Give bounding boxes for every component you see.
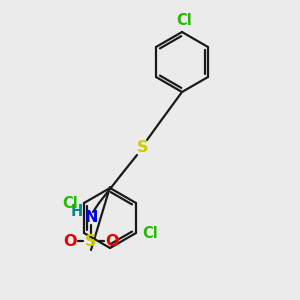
Text: Cl: Cl (62, 196, 78, 211)
Text: O: O (63, 233, 77, 248)
Text: N: N (84, 209, 98, 224)
Text: O: O (105, 233, 119, 248)
Text: H: H (71, 205, 83, 220)
Text: Cl: Cl (142, 226, 158, 241)
Text: S: S (85, 233, 97, 248)
Text: Cl: Cl (176, 13, 192, 28)
Text: S: S (137, 140, 149, 154)
